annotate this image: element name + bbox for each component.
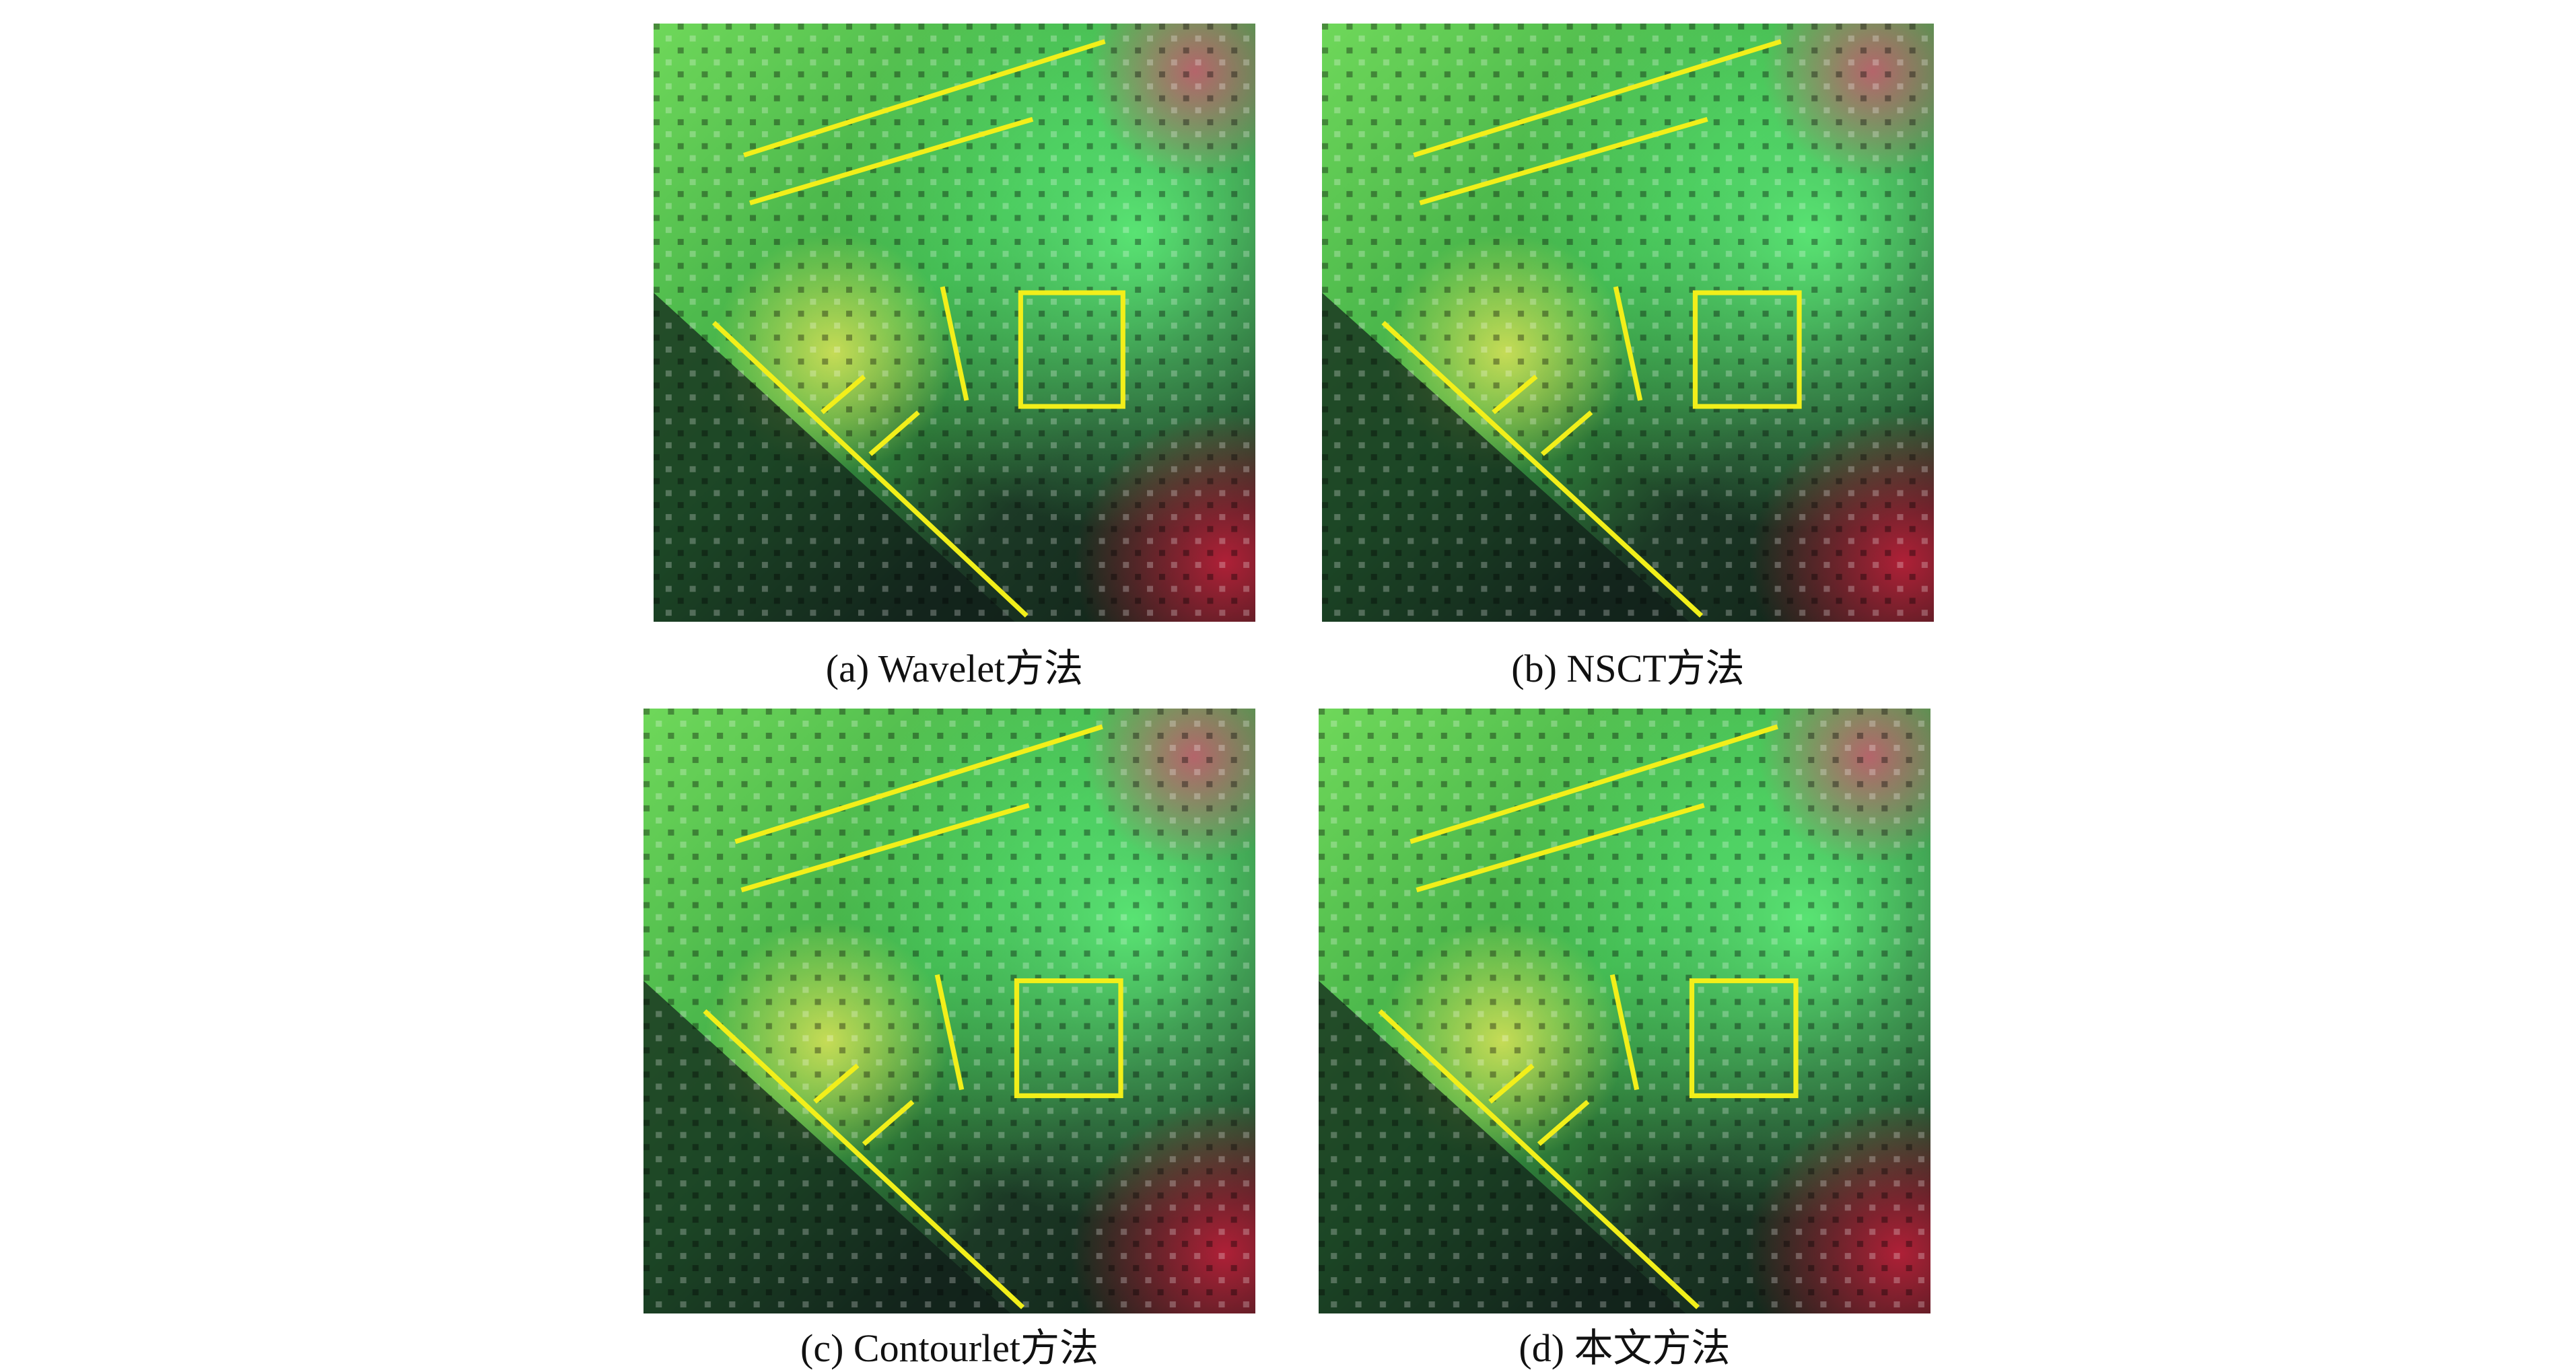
marker-line <box>934 974 965 1091</box>
speckle <box>654 24 1255 622</box>
speckle <box>1319 709 1930 1313</box>
marker-line <box>711 320 1029 618</box>
marker-box <box>1018 290 1125 409</box>
marker-line <box>1416 803 1705 893</box>
marker-line <box>1381 320 1704 618</box>
sar-image <box>1319 709 1930 1313</box>
marker-line <box>743 39 1106 157</box>
marker-line <box>1537 1099 1590 1146</box>
marker-line <box>1419 116 1708 206</box>
panel-caption: (b) NSCT方法 <box>1511 647 1745 690</box>
marker-line <box>1413 39 1782 157</box>
marker-line <box>820 374 866 414</box>
marker-line <box>813 1063 860 1104</box>
marker-line <box>703 1009 1025 1309</box>
marker-line <box>1409 724 1778 844</box>
marker-line <box>940 286 969 401</box>
sar-image <box>654 24 1255 622</box>
marker-line <box>1492 374 1538 414</box>
marker-line <box>749 116 1034 206</box>
marker-line <box>740 803 1030 893</box>
speckle <box>643 709 1255 1313</box>
panel-caption: (d) 本文方法 <box>1519 1326 1731 1370</box>
marker-box <box>1689 978 1799 1098</box>
marker-box <box>1692 290 1802 409</box>
sar-image <box>1322 24 1934 622</box>
marker-line <box>1378 1009 1700 1309</box>
sar-image <box>643 709 1255 1313</box>
marker-line <box>1609 974 1640 1091</box>
marker-box <box>1014 978 1123 1098</box>
marker-line <box>1488 1063 1535 1104</box>
marker-line <box>734 724 1103 844</box>
marker-line <box>868 410 920 456</box>
panel-caption: (c) Contourlet方法 <box>800 1326 1099 1370</box>
speckle <box>1322 24 1934 622</box>
panel-caption: (a) Wavelet方法 <box>825 647 1084 690</box>
marker-line <box>862 1099 915 1146</box>
marker-line <box>1540 410 1593 456</box>
marker-line <box>1613 286 1643 401</box>
